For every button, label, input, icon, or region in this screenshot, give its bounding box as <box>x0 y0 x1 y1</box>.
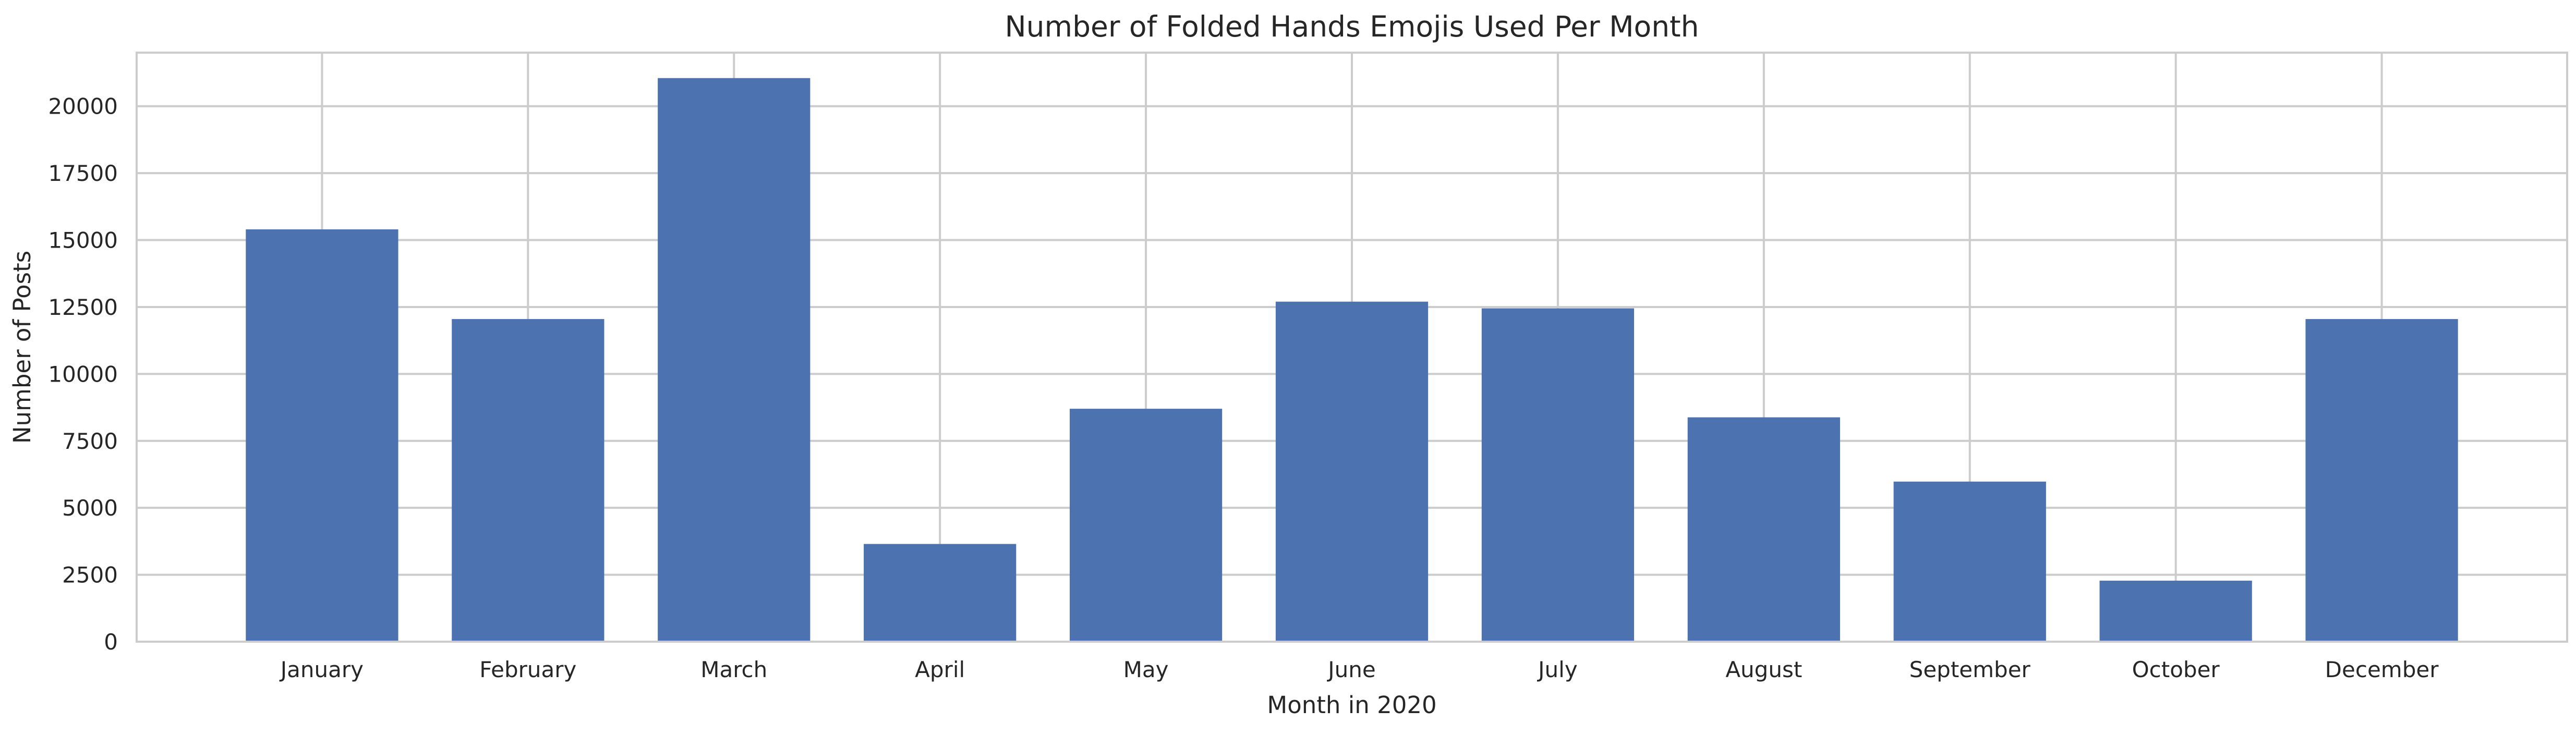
x-tick-label: October <box>2132 657 2220 682</box>
x-tick-labels: January February March April May June July Augu… <box>279 657 2439 682</box>
bar-may <box>1069 409 1223 642</box>
bar-july <box>1481 308 1635 642</box>
x-tick-label: January <box>279 657 364 682</box>
y-tick-label: 12500 <box>48 295 118 320</box>
bar-october <box>2099 580 2252 642</box>
y-tick-label: 17500 <box>48 161 118 186</box>
bar-december <box>2305 319 2458 642</box>
bar-september <box>1893 481 2046 642</box>
bars <box>246 78 2458 642</box>
chart-title: Number of Folded Hands Emojis Used Per M… <box>1005 10 1699 43</box>
y-axis-label: Number of Posts <box>8 251 36 444</box>
bar-june <box>1275 301 1429 642</box>
y-tick-label: 20000 <box>48 94 118 119</box>
y-tick-labels: 0 2500 5000 7500 10000 12500 15000 17500 20000 <box>48 94 118 655</box>
x-tick-label: December <box>2325 657 2439 682</box>
x-axis-label: Month in 2020 <box>1267 691 1436 719</box>
x-tick-label: April <box>915 657 965 682</box>
x-tick-label: May <box>1123 657 1169 682</box>
x-tick-label: June <box>1326 657 1375 682</box>
y-tick-label: 0 <box>104 629 118 655</box>
plot-frame <box>136 52 2568 643</box>
x-tick-label: September <box>1909 657 2031 682</box>
y-tick-label: 5000 <box>62 495 118 521</box>
x-tick-label: February <box>479 657 576 682</box>
y-tick-label: 10000 <box>48 361 118 387</box>
x-tick-label: July <box>1537 657 1578 682</box>
bar-april <box>864 544 1017 642</box>
bar-february <box>452 319 604 642</box>
y-tick-label: 2500 <box>62 562 118 588</box>
x-tick-label: August <box>1725 657 1802 682</box>
bar-august <box>1687 417 1840 642</box>
y-tick-label: 15000 <box>48 228 118 253</box>
y-tick-label: 7500 <box>62 428 118 454</box>
x-tick-label: March <box>700 657 767 682</box>
bar-march <box>658 78 811 642</box>
bar-january <box>246 229 398 642</box>
